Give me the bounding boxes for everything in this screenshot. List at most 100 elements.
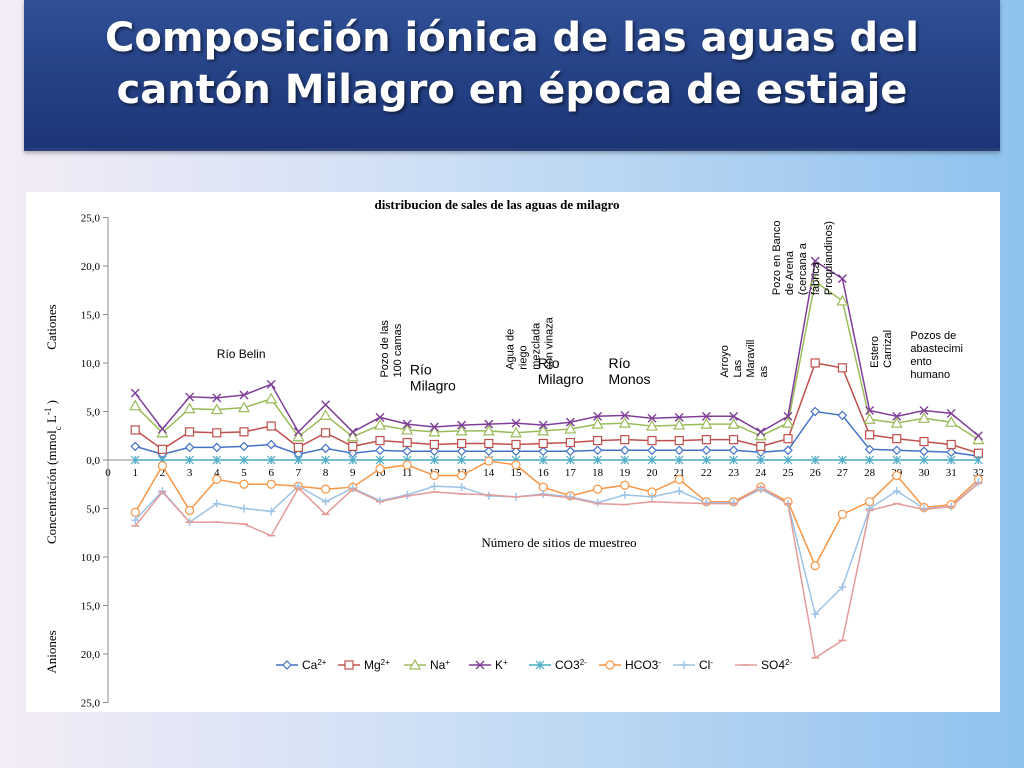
data-point-marker [702, 498, 711, 507]
y-tick-label: 15,0 [81, 310, 101, 322]
x-tick-label: 5 [241, 467, 247, 479]
data-point-marker [973, 431, 983, 441]
data-point-marker [482, 424, 495, 436]
data-point-marker [917, 412, 931, 423]
data-point-marker [239, 455, 249, 465]
data-point-marker [647, 413, 657, 423]
site-annotation: EsteroCarrizal [869, 330, 894, 368]
data-point-marker [344, 660, 354, 670]
x-tick-label: 22 [701, 467, 712, 479]
data-point-marker [429, 446, 440, 457]
data-point-marker [648, 492, 656, 501]
data-point-marker [565, 417, 575, 427]
data-point-marker [729, 455, 739, 465]
data-point-marker [605, 660, 615, 670]
data-point-marker [375, 445, 385, 456]
data-point-marker [863, 413, 876, 424]
data-point-marker [919, 436, 929, 447]
data-point-marker [293, 427, 303, 437]
data-point-marker [457, 470, 467, 481]
data-point-marker [783, 455, 793, 465]
x-tick-label: 27 [837, 467, 849, 479]
data-point-marker [130, 507, 140, 517]
data-point-marker [185, 505, 195, 516]
data-point-marker [728, 435, 739, 445]
data-point-marker [946, 439, 956, 450]
data-point-marker [538, 438, 548, 449]
data-point-marker [974, 478, 983, 487]
data-point-marker [837, 363, 848, 373]
y-tick-label: 15,0 [81, 601, 101, 613]
x-tick-label: 25 [783, 467, 795, 479]
data-point-marker [810, 561, 820, 571]
data-point-marker [401, 423, 414, 435]
data-point-marker [184, 442, 195, 453]
data-point-marker [810, 358, 820, 368]
data-point-marker [783, 445, 793, 456]
data-point-marker [212, 474, 222, 484]
data-point-marker [674, 445, 685, 456]
data-point-marker [673, 418, 686, 430]
data-point-marker [129, 399, 142, 411]
data-point-marker [457, 420, 467, 430]
data-point-marker [701, 455, 711, 465]
x-tick-label: 28 [864, 467, 876, 479]
slide-title-line-2: cantón Milagro en época de estiaje [116, 67, 908, 113]
site-annotation: ArroyoLasMaravillas [719, 340, 770, 378]
x-tick-label: 20 [647, 467, 659, 479]
data-point-marker [538, 420, 548, 430]
data-point-marker [535, 660, 545, 670]
data-point-marker [537, 424, 550, 436]
data-point-marker [647, 455, 657, 465]
x-tick-label: 1 [132, 467, 138, 479]
data-point-marker [919, 406, 929, 416]
data-point-marker [457, 438, 467, 449]
series-line-ca [134, 410, 979, 457]
y-axis-label-text: Concentración (mmolc L-1 ) [43, 400, 63, 544]
x-tick-label: 3 [187, 467, 193, 479]
x-tick-label: 4 [214, 467, 220, 479]
chart-title: distribucion de sales de las aguas de mi… [375, 197, 620, 212]
data-point-marker [429, 455, 439, 465]
data-point-marker [402, 437, 412, 448]
data-point-marker [700, 417, 713, 429]
data-point-marker [592, 484, 603, 494]
data-point-marker [429, 422, 439, 432]
data-point-marker [185, 427, 195, 437]
data-point-marker [809, 275, 822, 287]
data-point-marker [346, 430, 359, 442]
site-annotation: Agua deriegomezcladacon vinaza [504, 316, 555, 369]
data-point-marker [701, 435, 712, 445]
data-point-marker [212, 393, 222, 403]
data-point-marker [375, 455, 385, 465]
series-line-na [134, 280, 979, 441]
site-annotation: Río Milagro [410, 362, 456, 394]
data-point-marker [946, 455, 956, 465]
data-point-marker [565, 455, 575, 465]
data-point-marker [783, 434, 793, 444]
data-point-marker [130, 425, 140, 435]
data-point-marker [348, 484, 357, 493]
data-point-marker [185, 392, 195, 402]
x-tick-label: 2 [160, 467, 166, 479]
data-point-marker [484, 491, 493, 500]
data-point-marker [620, 455, 630, 465]
site-annotation: Pozos de abastecimi ento humano [910, 330, 963, 381]
title-banner: Composición iónica de las aguas del cant… [24, 0, 1000, 151]
data-point-marker [185, 455, 195, 465]
data-point-marker [946, 408, 956, 418]
data-point-marker [945, 415, 958, 427]
x-tick-label: 0 [105, 467, 111, 479]
series-lines [134, 259, 979, 660]
data-point-marker [403, 490, 412, 499]
data-point-marker [210, 403, 223, 415]
data-point-marker [620, 480, 630, 490]
data-point-marker [429, 439, 439, 450]
y-tick-label: 25,0 [81, 698, 101, 710]
data-point-marker [408, 658, 422, 670]
data-point-marker [130, 455, 140, 465]
data-point-marker [919, 455, 929, 465]
data-point-marker [428, 425, 441, 437]
data-point-marker [892, 470, 902, 481]
data-point-marker [484, 456, 494, 466]
